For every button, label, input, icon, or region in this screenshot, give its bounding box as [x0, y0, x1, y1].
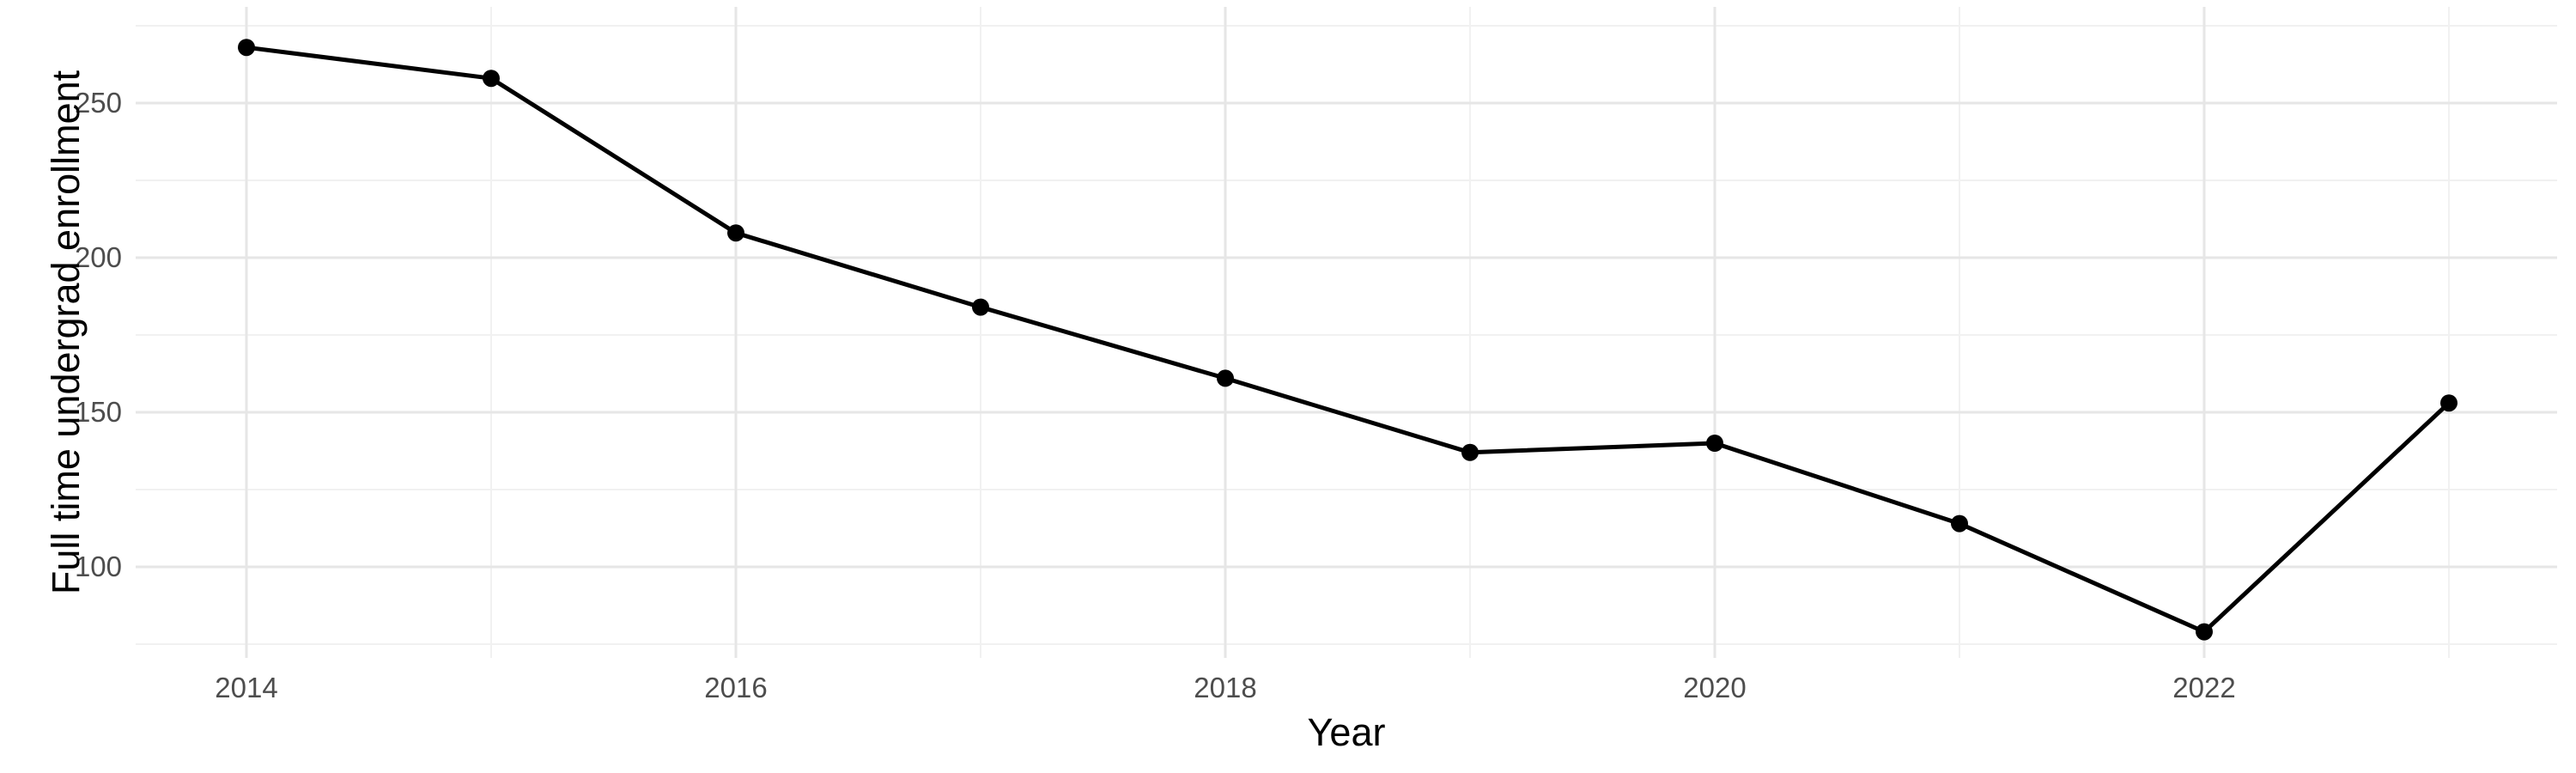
data-point: [1951, 514, 1968, 533]
data-point: [483, 70, 500, 88]
y-tick-label: 250: [75, 87, 122, 119]
y-tick-label: 100: [75, 551, 122, 582]
x-tick-label: 2018: [1194, 672, 1256, 703]
data-point: [2196, 623, 2213, 641]
data-series: [238, 39, 2458, 641]
y-tick-label: 150: [75, 396, 122, 428]
data-point: [727, 224, 744, 242]
x-axis-title: Year: [1308, 710, 1386, 754]
data-point: [972, 298, 989, 316]
major-gridlines: [136, 7, 2557, 658]
y-axis-title: Full time undergrad enrollment: [44, 70, 88, 594]
data-point: [238, 39, 255, 57]
data-point: [1706, 435, 1723, 452]
x-tick-label: 2020: [1683, 672, 1746, 703]
axis-tick-labels: 2014 2016 2018 2020 2022 100 150 200 250: [75, 87, 2236, 703]
minor-gridlines: [136, 7, 2557, 658]
x-tick-label: 2022: [2172, 672, 2235, 703]
x-tick-label: 2016: [704, 672, 767, 703]
data-point: [1217, 369, 1234, 387]
x-tick-label: 2014: [215, 672, 277, 703]
data-point: [2440, 394, 2458, 412]
y-tick-label: 200: [75, 241, 122, 273]
series-line: [244, 45, 2451, 635]
data-point: [1461, 443, 1479, 461]
